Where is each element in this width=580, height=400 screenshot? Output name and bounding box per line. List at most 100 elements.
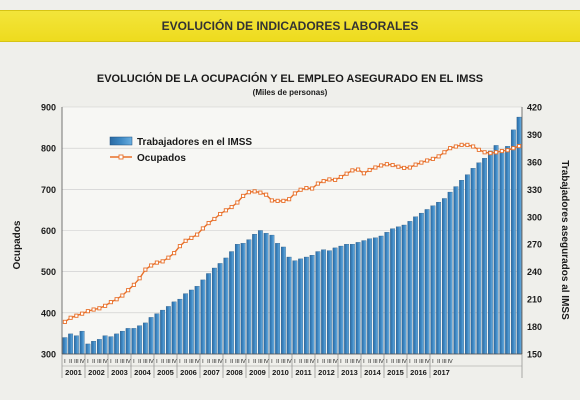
line-point bbox=[269, 198, 274, 203]
y-left-tick-label: 700 bbox=[41, 185, 56, 195]
bar bbox=[355, 242, 361, 355]
bar bbox=[424, 209, 430, 355]
bar bbox=[125, 328, 131, 355]
bar bbox=[292, 260, 298, 355]
line-point bbox=[143, 267, 148, 272]
bar bbox=[315, 251, 321, 355]
bar bbox=[194, 286, 200, 355]
y-left-tick-label: 400 bbox=[41, 308, 56, 318]
line-point bbox=[166, 255, 171, 260]
line-series bbox=[62, 142, 522, 324]
bar bbox=[349, 244, 355, 355]
bar bbox=[447, 191, 453, 355]
x-year-label: 2004 bbox=[134, 368, 152, 377]
y-right-tick-label: 360 bbox=[527, 157, 542, 167]
line-point bbox=[298, 187, 303, 192]
x-quarter-label: I bbox=[87, 359, 89, 365]
x-quarter-label: IV bbox=[448, 359, 454, 365]
x-quarter-label: IV bbox=[356, 359, 362, 365]
x-quarter-label: III bbox=[143, 359, 148, 365]
x-quarter-label: II bbox=[230, 359, 234, 365]
x-year-label: 2014 bbox=[364, 368, 382, 377]
line-point bbox=[258, 190, 263, 195]
line-point bbox=[373, 165, 378, 170]
line-point bbox=[430, 156, 435, 161]
line-point bbox=[390, 162, 395, 168]
bar bbox=[309, 255, 315, 355]
x-quarter-label: III bbox=[74, 359, 79, 365]
bar bbox=[493, 145, 499, 355]
y-right-tick-label: 300 bbox=[527, 212, 542, 222]
bar bbox=[234, 244, 240, 355]
bar bbox=[246, 239, 252, 355]
bar bbox=[510, 129, 516, 355]
line-point bbox=[108, 300, 113, 305]
x-year-label: 2017 bbox=[433, 368, 450, 377]
bar bbox=[430, 205, 436, 355]
line-point bbox=[361, 171, 366, 176]
bar bbox=[280, 246, 286, 355]
x-quarter-label: IV bbox=[402, 359, 408, 365]
y-axis-left-label: Ocupados bbox=[12, 220, 23, 269]
x-year-label: 2001 bbox=[65, 368, 82, 377]
line-point bbox=[229, 204, 234, 210]
bar bbox=[436, 201, 442, 355]
bar bbox=[361, 240, 367, 355]
bar bbox=[73, 335, 79, 355]
x-quarter-label: I bbox=[340, 359, 342, 365]
x-quarter-label: IV bbox=[287, 359, 293, 365]
bar bbox=[85, 343, 91, 355]
bar bbox=[453, 186, 459, 355]
line-point bbox=[453, 144, 458, 149]
line-point bbox=[223, 208, 228, 213]
x-quarter-label: IV bbox=[195, 359, 201, 365]
x-quarter-label: II bbox=[299, 359, 303, 365]
line-point bbox=[304, 186, 309, 191]
line-point bbox=[68, 315, 73, 320]
x-quarter-label: I bbox=[156, 359, 158, 365]
line-point bbox=[482, 150, 487, 155]
bar bbox=[499, 152, 505, 355]
x-quarter-label: I bbox=[179, 359, 181, 365]
x-quarter-label: II bbox=[69, 359, 73, 365]
x-year-label: 2006 bbox=[180, 368, 197, 377]
x-quarter-label: II bbox=[322, 359, 326, 365]
line-point bbox=[177, 244, 182, 249]
line-point bbox=[471, 144, 476, 149]
bar bbox=[252, 234, 258, 355]
axes: 300 400 500 600 700 800 900 150 180 210 240 270 300 3… bbox=[41, 103, 542, 378]
bar bbox=[464, 174, 470, 355]
x-year-label: 2011 bbox=[295, 368, 311, 377]
bar bbox=[441, 198, 447, 355]
bar bbox=[418, 212, 424, 355]
bar bbox=[326, 250, 332, 355]
line-point bbox=[281, 198, 286, 203]
bar bbox=[131, 328, 137, 355]
x-year-label: 2007 bbox=[203, 368, 220, 377]
x-year-label: 2008 bbox=[226, 368, 243, 377]
line-point bbox=[436, 154, 441, 159]
x-quarter-label: IV bbox=[310, 359, 316, 365]
x-quarter-label: II bbox=[368, 359, 372, 365]
bar bbox=[367, 238, 373, 355]
line-point bbox=[367, 167, 372, 173]
x-year-label: 2015 bbox=[387, 368, 404, 377]
x-quarter-label: IV bbox=[149, 359, 155, 365]
x-quarter-label: II bbox=[161, 359, 165, 365]
legend-line-label: Ocupados bbox=[137, 153, 186, 164]
line-point bbox=[97, 306, 102, 311]
line-point bbox=[338, 174, 343, 180]
x-quarter-label: II bbox=[115, 359, 119, 365]
x-quarter-label: I bbox=[64, 359, 66, 365]
legend-bar-swatch bbox=[109, 136, 133, 146]
bar bbox=[401, 224, 407, 355]
x-quarter-label: II bbox=[138, 359, 142, 365]
x-quarter-label: I bbox=[202, 359, 204, 365]
y-right-tick-label: 420 bbox=[527, 103, 542, 113]
line-point bbox=[327, 177, 332, 182]
bar bbox=[206, 273, 212, 355]
y-left-tick-label: 500 bbox=[41, 267, 56, 277]
x-year-label: 2012 bbox=[318, 368, 335, 377]
line-point bbox=[200, 226, 205, 231]
legend: Trabajadores en el IMSS Ocupados bbox=[109, 136, 252, 164]
